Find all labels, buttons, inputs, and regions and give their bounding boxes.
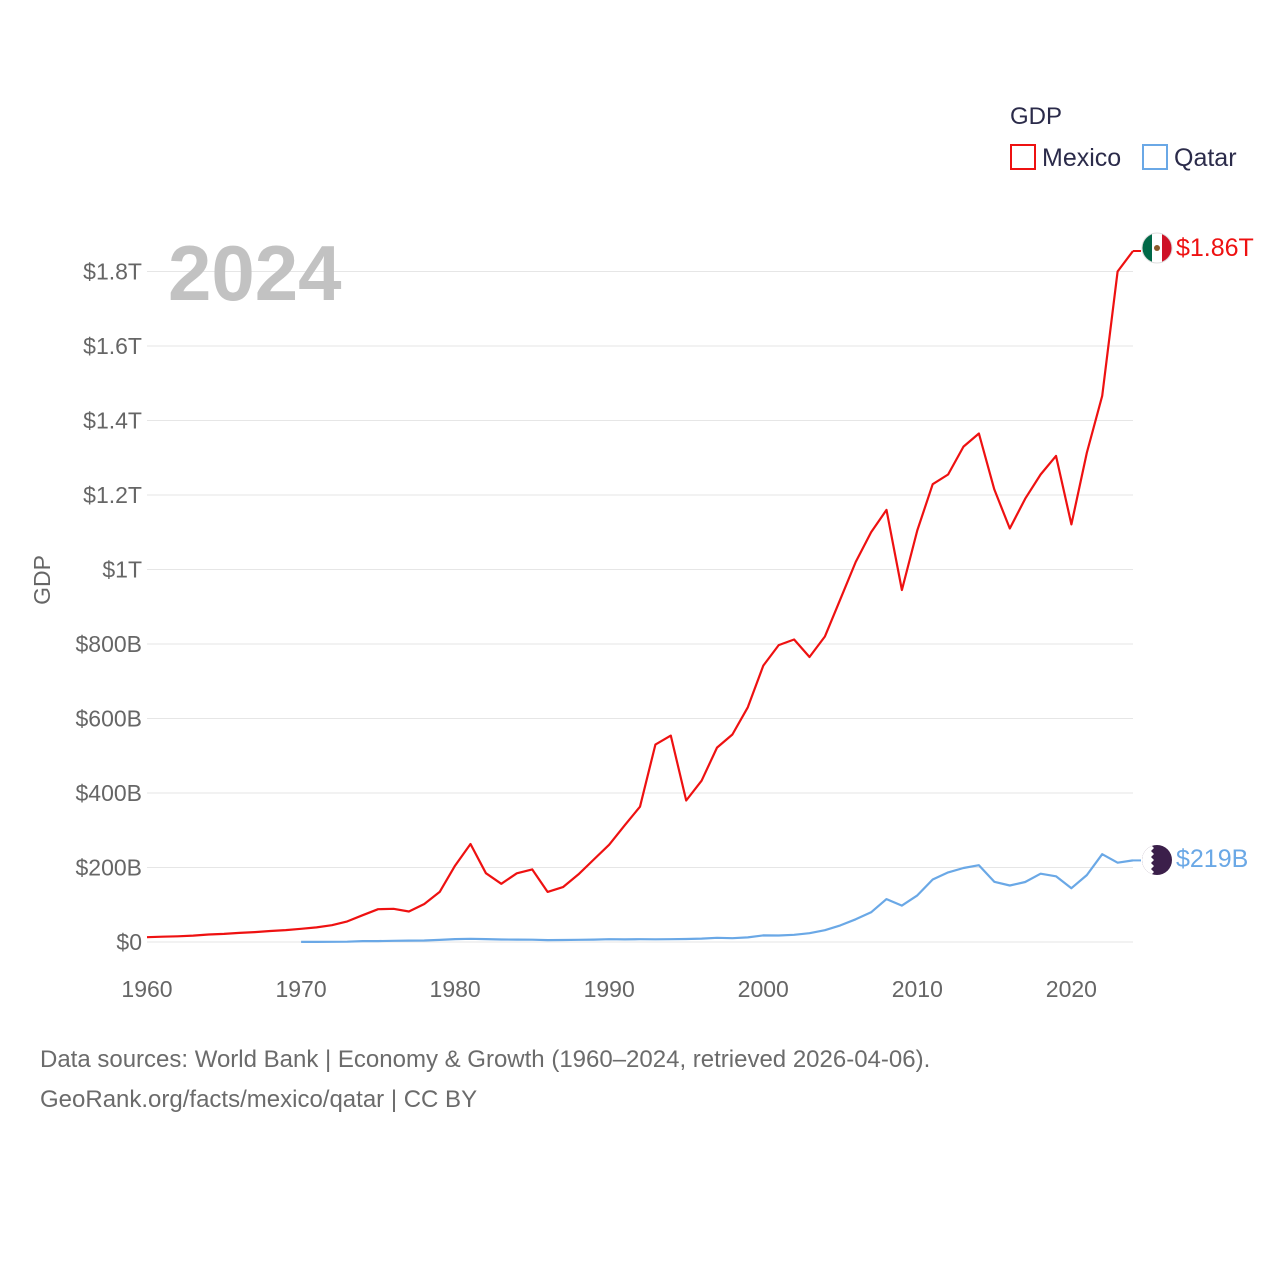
series-lines (146, 250, 1141, 943)
series-line-mexico[interactable] (146, 250, 1134, 939)
gdp-line-chart: $0 $200B $400B $600B $800B $1T $1.2T $1.4T $1.6T… (29, 103, 1254, 1002)
year-display: 2024 (168, 229, 342, 317)
y-tick-label: $0 (116, 929, 142, 955)
legend-swatch-mexico[interactable] (1010, 144, 1036, 170)
legend-label-qatar[interactable]: Qatar (1174, 144, 1237, 172)
y-tick-label: $1.8T (83, 259, 142, 285)
y-axis-ticks: $0 $200B $400B $600B $800B $1T $1.2T $1.4T $1.6T… (75, 259, 142, 956)
y-tick-label: $200B (75, 855, 142, 881)
footer-sources: Data sources: World Bank | Economy & Gro… (40, 1046, 931, 1073)
x-tick-label: 2000 (738, 976, 789, 1002)
legend-swatch-qatar[interactable] (1142, 144, 1168, 170)
y-tick-label: $1.2T (83, 482, 142, 508)
end-label-mexico: $1.86T (1176, 234, 1254, 262)
x-tick-label: 2020 (1046, 976, 1097, 1002)
x-tick-label: 1960 (121, 976, 172, 1002)
x-tick-label: 1990 (584, 976, 635, 1002)
footer-credit[interactable]: GeoRank.org/facts/mexico/qatar | CC BY (40, 1086, 478, 1113)
y-tick-label: $600B (75, 706, 142, 732)
mexico-flag-icon (1141, 232, 1173, 264)
x-tick-label: 2010 (892, 976, 943, 1002)
y-axis-label: GDP (29, 555, 55, 605)
y-tick-label: $1.4T (83, 408, 142, 434)
y-tick-label: $400B (75, 780, 142, 806)
x-tick-label: 1970 (275, 976, 326, 1002)
y-tick-label: $1.6T (83, 333, 142, 359)
legend-label-mexico[interactable]: Mexico (1042, 144, 1121, 172)
x-axis-ticks: 1960 1970 1980 1990 2000 2010 2020 (121, 976, 1097, 1002)
end-label-qatar: $219B (1176, 845, 1248, 873)
series-line-qatar[interactable] (301, 853, 1134, 943)
x-tick-label: 1980 (430, 976, 481, 1002)
qatar-flag-icon (1142, 845, 1172, 875)
legend[interactable]: GDP Mexico Qatar (1010, 103, 1237, 172)
y-tick-label: $1T (102, 557, 142, 583)
grid-lines (147, 271, 1133, 943)
y-tick-label: $800B (75, 631, 142, 657)
legend-title: GDP (1010, 103, 1062, 130)
